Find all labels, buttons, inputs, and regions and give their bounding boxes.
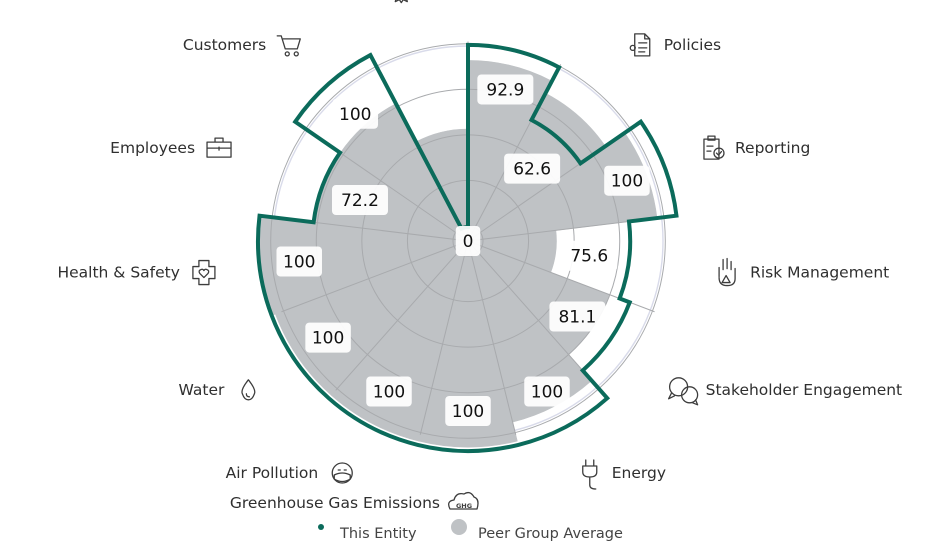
value-label-text: 100 — [283, 252, 315, 272]
value-label-bg — [332, 98, 379, 129]
grid-spoke — [419, 240, 469, 435]
value-label: 100 — [305, 322, 351, 353]
value-label-text: 100 — [312, 329, 344, 349]
legend-peer-label: Peer Group Average — [478, 526, 623, 542]
hand-warning-icon — [718, 257, 736, 287]
value-label-text: 81.1 — [558, 308, 596, 328]
value-label: 100 — [332, 98, 379, 129]
value-label: 0 — [455, 226, 481, 256]
value-label-bg — [276, 246, 322, 277]
value-label-bg — [561, 240, 618, 271]
value-label-text: 0 — [463, 232, 474, 252]
value-label-text: 62.6 — [513, 160, 551, 180]
value-label-bg — [549, 301, 606, 332]
category-label: Air Pollution — [226, 464, 319, 482]
category-label: Water — [179, 381, 225, 399]
value-label: 100 — [276, 246, 322, 277]
water-drop-icon — [241, 379, 256, 401]
award-badge-icon — [394, 0, 408, 4]
value-label: 75.6 — [561, 240, 618, 271]
value-labels: 92.9 62.6 100 75.6 81.1 100 100 100 100 100 72.2 10… — [276, 74, 650, 426]
value-label: 100 — [445, 396, 491, 426]
value-label-text: 100 — [373, 383, 405, 403]
value-label: 100 — [524, 376, 570, 407]
clipboard-check-icon — [703, 135, 725, 160]
value-label-text: 100 — [452, 402, 484, 422]
value-label-text: 100 — [611, 172, 643, 192]
value-label-bg — [445, 396, 491, 426]
category-label: Greenhouse Gas Emissions — [230, 494, 440, 512]
entity-outline-path — [256, 42, 679, 453]
grid-spoke — [281, 240, 469, 313]
value-label-bg — [331, 185, 388, 216]
speech-bubbles-icon — [667, 377, 699, 406]
value-label-bg — [477, 74, 534, 105]
value-label-bg — [504, 153, 561, 184]
mask-icon — [331, 462, 353, 484]
this-entity-outline — [256, 42, 679, 453]
value-label-bg — [604, 165, 650, 196]
value-label: 72.2 — [331, 185, 388, 216]
category-label: Customers — [183, 36, 266, 54]
value-label: 62.6 — [504, 153, 561, 184]
value-label: 92.9 — [477, 74, 534, 105]
value-label-text: 72.2 — [341, 191, 379, 211]
value-label: 81.1 — [549, 301, 606, 332]
legend-entity-marker — [318, 524, 324, 530]
peer-wedge — [274, 240, 469, 396]
svg-text:GHG: GHG — [456, 502, 472, 510]
category-label: Policies — [664, 36, 721, 54]
grid-spoke — [467, 240, 517, 435]
value-label-bg — [524, 376, 570, 407]
value-label: 100 — [604, 165, 650, 196]
legend-entity-label: This Entity — [339, 526, 417, 542]
grid-spoke — [335, 240, 469, 391]
value-label-text: 100 — [531, 383, 563, 403]
value-label-text: 75.6 — [570, 247, 608, 267]
category-label: Employees — [110, 139, 195, 157]
peer-wedge — [418, 240, 518, 448]
health-shield-icon — [192, 259, 216, 286]
document-icon — [629, 33, 651, 57]
value-label-text: 92.9 — [486, 80, 524, 100]
value-label: 100 — [366, 376, 412, 407]
legend-peer-marker — [451, 519, 467, 535]
category-label: Stakeholder Engagement — [706, 381, 903, 399]
value-label-text: 100 — [339, 105, 371, 125]
grid-spoke — [467, 240, 601, 391]
plug-icon — [582, 459, 598, 490]
category-label: Health & Safety — [57, 264, 179, 282]
category-label: Reporting — [735, 139, 810, 157]
category-label: Energy — [612, 464, 666, 482]
ghg-cloud-icon: GHG — [448, 491, 479, 510]
category-icons: GHG — [192, 0, 736, 510]
value-label-bg — [455, 226, 481, 256]
briefcase-icon — [206, 137, 232, 158]
cart-icon — [276, 35, 301, 57]
legend: This Entity Peer Group Average — [318, 519, 623, 542]
value-label-bg — [305, 322, 351, 353]
category-labels: LeadershipPoliciesReportingRisk Manageme… — [57, 36, 903, 512]
category-label: Risk Management — [750, 264, 889, 282]
value-label-bg — [366, 376, 412, 407]
